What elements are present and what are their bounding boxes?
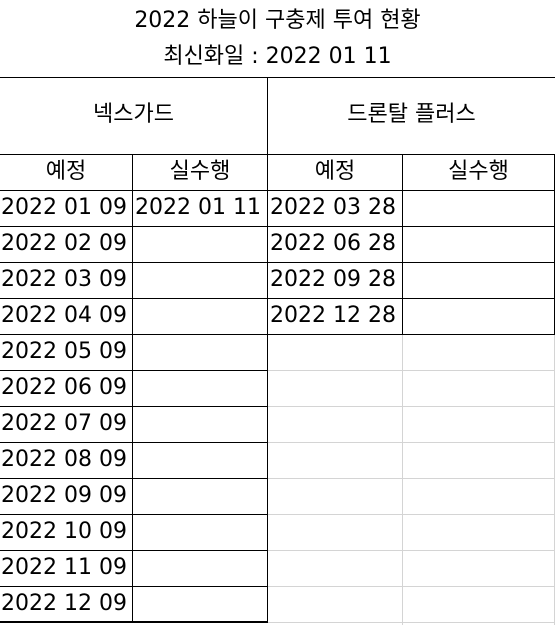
grid-line (268, 478, 555, 479)
nexgard-planned-date: 2022 12 09 (1, 591, 127, 616)
table-row-line (0, 478, 268, 479)
table-border (402, 154, 403, 334)
group-header-drontal: 드론탈 플러스 (347, 102, 476, 127)
grid-line (268, 442, 555, 443)
table-border (132, 154, 133, 622)
page-title: 2022 하늘이 구충제 투여 현황 (134, 8, 421, 33)
table-row-line (267, 226, 555, 227)
table-row-line (0, 262, 268, 263)
column-header-planned: 예정 (45, 159, 87, 184)
column-header-planned: 예정 (314, 159, 356, 184)
table-row-line (267, 298, 555, 299)
nexgard-planned-date: 2022 04 09 (1, 303, 127, 328)
grid-line (268, 622, 555, 623)
table-border (0, 77, 555, 78)
drontal-planned-date: 2022 06 28 (270, 231, 396, 256)
nexgard-planned-date: 2022 07 09 (1, 411, 127, 436)
column-header-done: 실수행 (169, 159, 231, 184)
table-border (0, 154, 555, 155)
nexgard-planned-date: 2022 02 09 (1, 231, 127, 256)
last-updated: 최신화일 : 2022 01 11 (163, 44, 392, 69)
table-row-line (267, 262, 555, 263)
group-header-nexgard: 넥스가드 (93, 102, 174, 127)
nexgard-done-date: 2022 01 11 (135, 195, 261, 220)
table-border (0, 190, 555, 191)
drontal-planned-date: 2022 03 28 (270, 195, 396, 220)
table-row-line (0, 298, 268, 299)
grid-line (402, 333, 403, 625)
table-row-line (0, 406, 268, 407)
table-row-line (0, 370, 268, 371)
table-row-line (0, 586, 268, 587)
table-row-line (267, 334, 555, 335)
nexgard-planned-date: 2022 05 09 (1, 339, 127, 364)
nexgard-planned-date: 2022 03 09 (1, 267, 127, 292)
nexgard-planned-date: 2022 08 09 (1, 447, 127, 472)
grid-line (268, 586, 555, 587)
nexgard-planned-date: 2022 06 09 (1, 375, 127, 400)
table-row-line (0, 550, 268, 551)
nexgard-planned-date: 2022 11 09 (1, 555, 127, 580)
table-border (267, 77, 268, 622)
drontal-planned-date: 2022 09 28 (270, 267, 396, 292)
table-row-line (0, 514, 268, 515)
table-row-line (0, 442, 268, 443)
nexgard-planned-date: 2022 01 09 (1, 195, 127, 220)
grid-line (268, 514, 555, 515)
table-border (0, 621, 268, 622)
table-row-line (0, 226, 268, 227)
nexgard-planned-date: 2022 09 09 (1, 483, 127, 508)
nexgard-planned-date: 2022 10 09 (1, 519, 127, 544)
drontal-planned-date: 2022 12 28 (270, 303, 396, 328)
grid-line (268, 406, 555, 407)
column-header-done: 실수행 (448, 159, 509, 184)
table-row-line (0, 334, 268, 335)
table-row-line (0, 622, 268, 623)
grid-line (268, 370, 555, 371)
grid-line (268, 550, 555, 551)
